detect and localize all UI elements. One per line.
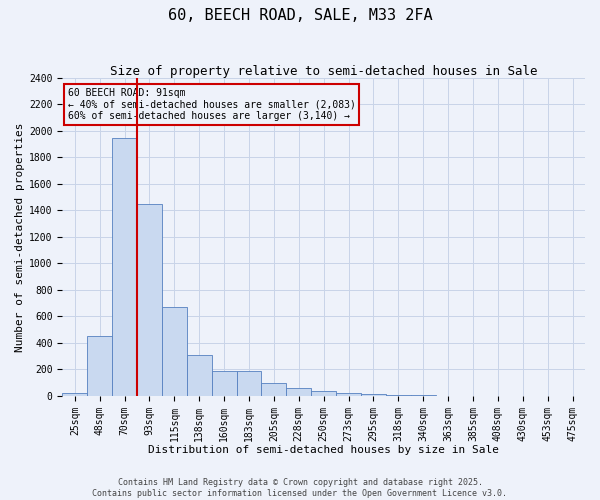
Bar [212,372,236,396]
X-axis label: Distribution of semi-detached houses by size in Sale: Distribution of semi-detached houses by … [148,445,499,455]
Bar [311,391,336,396]
Bar [62,393,87,396]
Bar [336,393,361,396]
Text: Contains HM Land Registry data © Crown copyright and database right 2025.
Contai: Contains HM Land Registry data © Crown c… [92,478,508,498]
Bar [262,384,286,396]
Text: 60, BEECH ROAD, SALE, M33 2FA: 60, BEECH ROAD, SALE, M33 2FA [167,8,433,22]
Title: Size of property relative to semi-detached houses in Sale: Size of property relative to semi-detach… [110,65,538,78]
Bar [286,388,311,396]
Y-axis label: Number of semi-detached properties: Number of semi-detached properties [15,122,25,352]
Text: 60 BEECH ROAD: 91sqm
← 40% of semi-detached houses are smaller (2,083)
60% of se: 60 BEECH ROAD: 91sqm ← 40% of semi-detac… [68,88,355,120]
Bar [386,395,411,396]
Bar [361,394,386,396]
Bar [411,395,436,396]
Bar [112,138,137,396]
Bar [87,336,112,396]
Bar [187,356,212,396]
Bar [162,307,187,396]
Bar [137,204,162,396]
Bar [236,372,262,396]
